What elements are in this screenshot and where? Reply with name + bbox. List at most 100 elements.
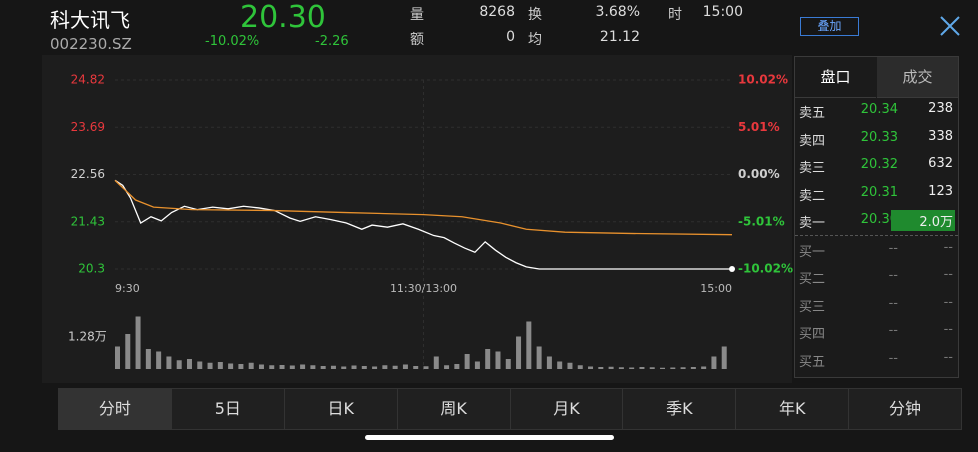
order-price: 20.31 — [860, 184, 898, 200]
volume-bar — [444, 365, 450, 369]
period-tab[interactable]: 分钟 — [889, 399, 922, 418]
volume-bar — [526, 321, 532, 369]
volume-bar — [660, 367, 666, 369]
order-volume: -- — [943, 322, 953, 337]
stat-value: 8268 — [479, 4, 515, 20]
stat-label: 换 — [528, 7, 542, 23]
volume-bar — [238, 364, 244, 369]
volume-bar — [567, 362, 573, 369]
separator — [795, 235, 958, 236]
volume-bar — [382, 365, 388, 369]
period-tab[interactable]: 年K — [736, 389, 850, 429]
overlay-button[interactable]: 叠加 — [800, 17, 859, 36]
series-line — [114, 179, 733, 236]
volume-bar — [115, 346, 120, 369]
stat-value: 0 — [506, 29, 515, 45]
series-line — [114, 179, 732, 270]
y2-tick-label: 5.01% — [738, 120, 780, 134]
volume-bar — [701, 366, 707, 369]
volume-bar — [217, 362, 223, 369]
stat-value: 3.68% — [595, 4, 640, 20]
order-label: 买五 — [799, 354, 826, 370]
volume-bar — [485, 349, 491, 369]
order-label: 卖三 — [799, 161, 826, 176]
y-tick-label: 21.43 — [71, 214, 105, 228]
order-label: 买一 — [799, 244, 826, 260]
order-price: -- — [888, 323, 898, 338]
x-tick-label: 9:30 — [115, 282, 140, 295]
volume-bar — [711, 356, 717, 369]
volume-bar — [258, 364, 264, 369]
volume-bar — [289, 365, 295, 369]
order-price: -- — [888, 268, 898, 283]
order-label: 卖五 — [799, 106, 826, 121]
stat-label: 额 — [410, 32, 424, 48]
last-point — [729, 266, 735, 272]
volume-bar — [495, 351, 501, 369]
volume-bar — [680, 367, 686, 369]
volume-bar — [228, 363, 234, 369]
volume-bar — [649, 367, 655, 369]
period-tabs: 分时 5日 日K 周K 月K 季K 年K 分钟 — [58, 388, 962, 430]
volume-bar — [639, 367, 645, 369]
volume-bar — [361, 366, 367, 369]
y2-tick-label: -10.02% — [738, 262, 793, 276]
period-tab[interactable]: 季K — [623, 389, 737, 429]
close-button[interactable] — [938, 14, 962, 38]
volume-bar — [166, 356, 172, 369]
volume-bar — [423, 366, 429, 369]
x-tick-label: 15:00 — [700, 282, 732, 295]
price: 20.30 — [240, 0, 326, 35]
volume-bar — [351, 365, 357, 369]
y2-tick-label: -5.01% — [738, 214, 785, 228]
order-volume: -- — [943, 349, 953, 365]
volume-bar — [464, 354, 470, 369]
order-price: -- — [888, 295, 898, 311]
order-label: 卖二 — [799, 188, 826, 204]
volume-bar — [197, 361, 203, 369]
volume-bar — [413, 366, 419, 369]
volume-bar — [577, 365, 583, 369]
period-tab[interactable]: 5日 — [172, 389, 285, 429]
volume-bar — [310, 365, 316, 369]
order-book-tab[interactable]: 成交 — [877, 57, 958, 98]
volume-bar — [176, 360, 182, 369]
period-tab[interactable]: 分时 — [59, 389, 172, 429]
period-tab[interactable]: 月K — [511, 389, 624, 429]
volume-bar — [269, 365, 275, 369]
period-tab[interactable]: 日K — [285, 389, 398, 429]
volume-bar — [588, 366, 594, 369]
order-book-tab[interactable]: 盘口 — [795, 57, 876, 98]
order-label: 卖四 — [799, 133, 826, 149]
stock-code: 002230.SZ — [50, 35, 132, 53]
period-tab[interactable]: 周K — [398, 389, 511, 429]
y-tick-label: 20.3 — [78, 262, 105, 276]
volume-bar — [330, 365, 336, 369]
stat-value: 21.12 — [599, 29, 640, 45]
stock-name: 科大讯飞 — [50, 8, 130, 32]
y2-tick-label: 10.02% — [738, 73, 788, 87]
order-price: 20.34 — [860, 102, 898, 117]
order-label: 买二 — [799, 272, 826, 287]
volume-bar — [320, 366, 326, 369]
order-price: -- — [888, 350, 898, 366]
volume-bar — [629, 367, 635, 369]
volume-bar — [598, 367, 604, 369]
volume-bar — [145, 349, 151, 369]
home-indicator — [365, 435, 614, 440]
chart-panel — [42, 55, 792, 383]
volume-bar — [341, 366, 347, 369]
volume-bar — [433, 356, 439, 369]
volume-bar — [279, 365, 285, 369]
x-tick-label: 11:30/13:00 — [390, 282, 457, 295]
order-label: 买三 — [799, 299, 826, 315]
volume-bar — [402, 364, 408, 369]
volume-bar — [608, 366, 614, 369]
volume-bar — [186, 359, 192, 369]
order-label: 卖一 — [799, 216, 826, 231]
order-volume: 338 — [928, 128, 953, 144]
order-volume: 123 — [928, 183, 953, 199]
volume-bar — [300, 364, 306, 369]
